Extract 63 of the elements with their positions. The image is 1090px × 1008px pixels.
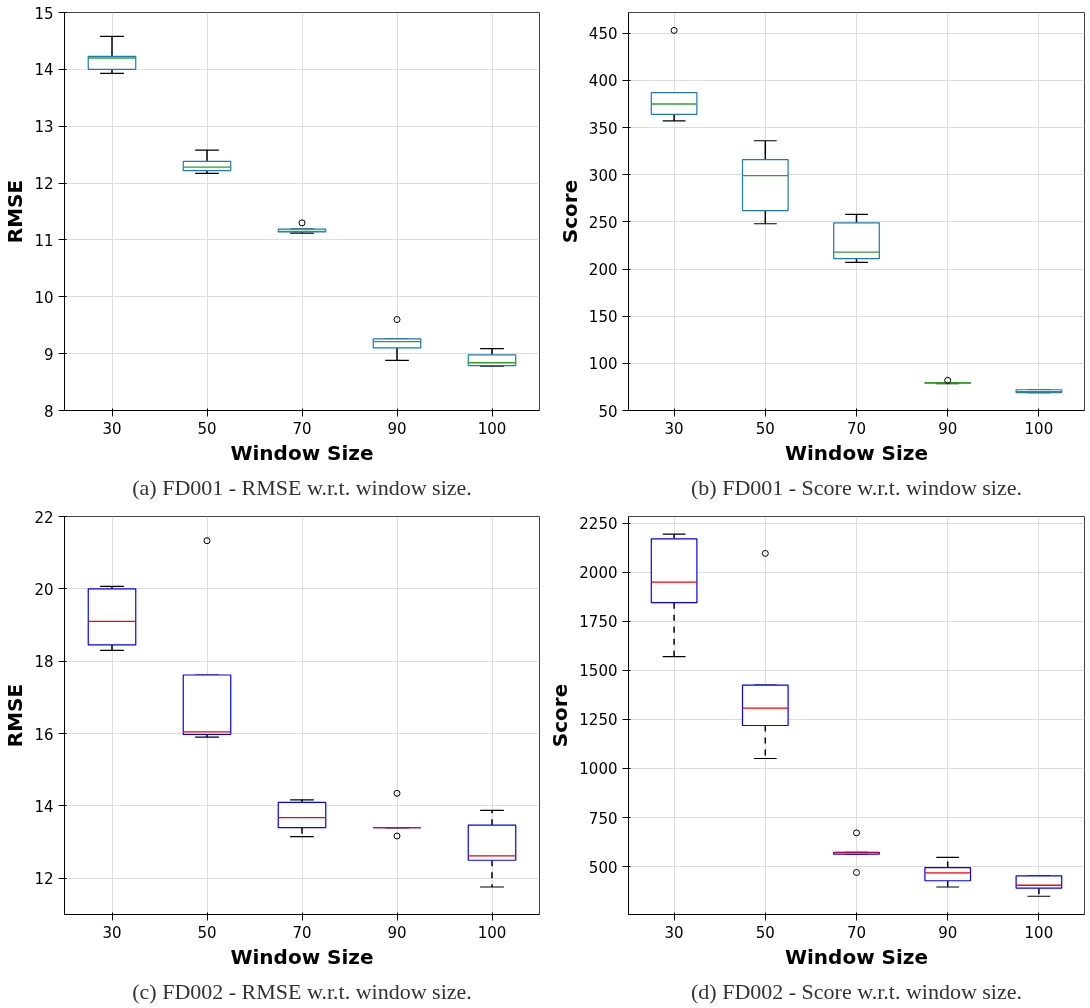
x-tick-label: 30 bbox=[664, 923, 684, 942]
x-tick-label: 50 bbox=[755, 419, 775, 438]
y-axis-title: RMSE bbox=[3, 179, 28, 244]
y-tick-label: 1750 bbox=[579, 613, 618, 632]
x-tick-label: 70 bbox=[292, 419, 312, 438]
x-axis-title: Window Size bbox=[784, 440, 929, 465]
y-tick-label: 22 bbox=[34, 508, 54, 527]
x-tick-label: 100 bbox=[477, 923, 507, 942]
y-tick-label: 20 bbox=[34, 580, 54, 599]
x-tick-label: 50 bbox=[197, 923, 217, 942]
y-tick-label: 10 bbox=[34, 288, 54, 307]
y-tick-label: 14 bbox=[34, 797, 54, 816]
y-tick-label: 250 bbox=[588, 213, 618, 232]
x-axis-title: Window Size bbox=[230, 440, 374, 465]
x-tick-label: 50 bbox=[197, 419, 217, 438]
y-tick-label: 50 bbox=[598, 402, 618, 421]
y-tick-label: 150 bbox=[588, 308, 618, 327]
y-tick-label: 16 bbox=[34, 725, 54, 744]
text: (d) FD002 - Score w.r.t. window size. bbox=[691, 978, 1022, 1004]
x-tick-label: 30 bbox=[102, 923, 122, 942]
y-tick-label: 11 bbox=[34, 231, 54, 250]
y-tick-label: 2000 bbox=[579, 564, 618, 583]
x-tick-label: 70 bbox=[846, 923, 867, 942]
y-tick-label: 400 bbox=[588, 72, 618, 91]
x-tick-label: 90 bbox=[387, 923, 407, 942]
x-tick-label: 50 bbox=[755, 923, 775, 942]
y-tick-label: 750 bbox=[588, 809, 618, 828]
y-axis-title: RMSE bbox=[3, 683, 28, 748]
x-tick-label: 90 bbox=[938, 923, 958, 942]
x-tick-label: 70 bbox=[846, 419, 867, 438]
y-tick-label: 18 bbox=[34, 653, 54, 672]
x-axis-title: Window Size bbox=[230, 944, 374, 969]
y-tick-label: 300 bbox=[588, 166, 618, 185]
y-tick-label: 1000 bbox=[579, 760, 618, 779]
x-tick-label: 30 bbox=[664, 419, 684, 438]
x-axis-title: Window Size bbox=[784, 944, 929, 969]
y-tick-label: 8 bbox=[43, 402, 54, 421]
text: (a) FD001 - RMSE w.r.t. window size. bbox=[132, 474, 472, 500]
y-tick-label: 12 bbox=[34, 870, 54, 889]
x-tick-label: 90 bbox=[387, 419, 407, 438]
y-tick-label: 15 bbox=[34, 4, 54, 23]
y-tick-label: 450 bbox=[588, 25, 618, 44]
x-tick-label: 30 bbox=[102, 419, 122, 438]
text: (b) FD001 - Score w.r.t. window size. bbox=[691, 474, 1022, 500]
y-tick-label: 14 bbox=[34, 61, 54, 80]
x-tick-label: 90 bbox=[938, 419, 958, 438]
y-tick-label: 13 bbox=[34, 118, 54, 137]
y-tick-label: 100 bbox=[588, 355, 618, 374]
y-axis-title: Score bbox=[557, 179, 582, 244]
y-tick-label: 1500 bbox=[579, 662, 618, 681]
y-tick-label: 350 bbox=[588, 119, 618, 138]
x-tick-label: 70 bbox=[292, 923, 312, 942]
y-tick-label: 12 bbox=[34, 175, 54, 194]
y-axis-title: Score bbox=[548, 683, 573, 748]
y-tick-label: 9 bbox=[43, 345, 54, 364]
y-tick-label: 1250 bbox=[579, 711, 618, 730]
y-tick-label: 200 bbox=[588, 261, 618, 280]
x-tick-label: 100 bbox=[477, 419, 507, 438]
x-tick-label: 100 bbox=[1024, 419, 1054, 438]
x-tick-label: 100 bbox=[1024, 923, 1054, 942]
y-tick-label: 2250 bbox=[579, 515, 618, 534]
text: (c) FD002 - RMSE w.r.t. window size. bbox=[132, 978, 472, 1004]
y-tick-label: 500 bbox=[588, 858, 618, 877]
